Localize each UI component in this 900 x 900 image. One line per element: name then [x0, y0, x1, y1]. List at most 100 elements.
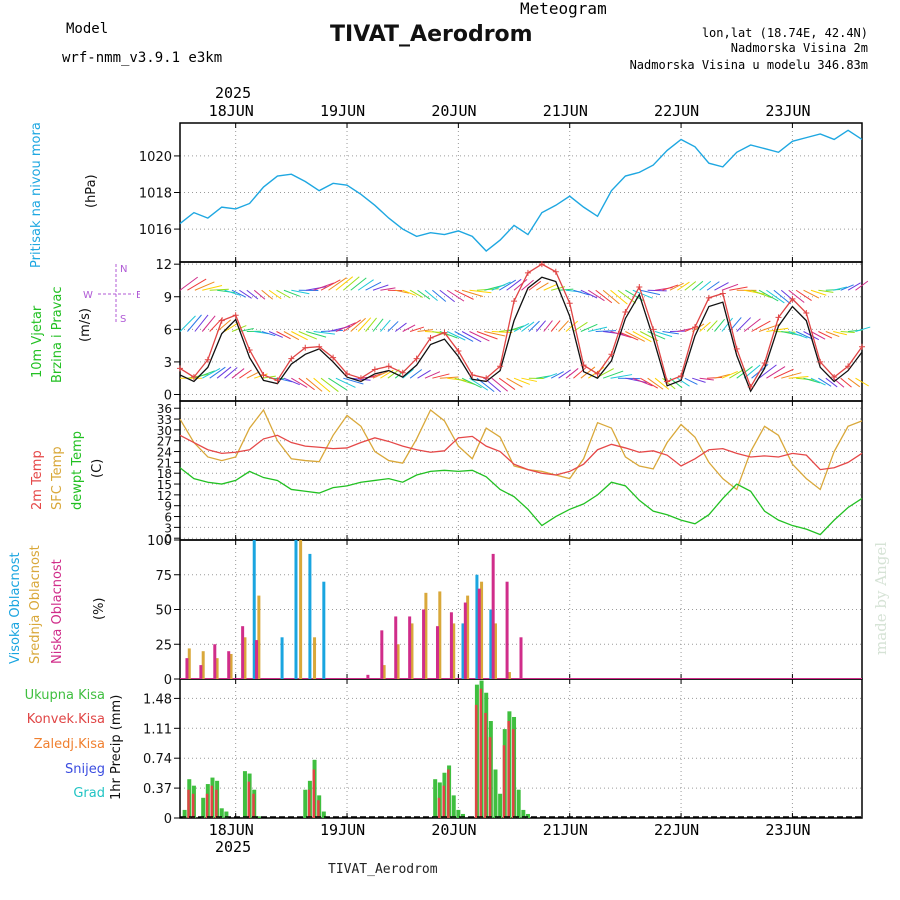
wind-gust-marker — [831, 374, 838, 381]
wind-barb — [202, 367, 221, 379]
cloud-mid-bar — [466, 595, 470, 679]
dir-n: N — [120, 264, 127, 275]
wind-barb — [669, 282, 684, 291]
wind-barb — [491, 377, 509, 392]
wind-barb — [335, 377, 356, 388]
precip-conv-bar — [317, 800, 320, 818]
wind-barb — [558, 288, 574, 291]
cloud-low-bar — [449, 612, 453, 679]
wind-barb — [721, 317, 733, 332]
wind-barb — [506, 377, 523, 388]
cloud-mid-bar — [215, 658, 219, 679]
wind-barb — [224, 322, 239, 332]
wind-barb — [580, 289, 598, 299]
wind-barb — [528, 320, 540, 332]
precip-total-bar — [498, 793, 503, 818]
y-tick-label: 6 — [164, 511, 172, 525]
cloud-low-bar — [505, 581, 509, 679]
wind-barb — [394, 322, 407, 332]
wind-barb — [803, 289, 820, 299]
wind-barb — [268, 289, 282, 300]
wind-gust-marker — [357, 375, 364, 382]
y-tick-label: 18 — [157, 467, 172, 481]
cloud-mid-bar — [257, 595, 261, 679]
wind-gust-marker — [761, 359, 768, 366]
wind-gust-marker — [344, 370, 351, 377]
panel-frame — [179, 400, 863, 541]
wind-barb — [773, 289, 791, 305]
wind-gust-marker — [622, 308, 629, 315]
precip-total-bar — [433, 779, 438, 818]
cloud-mid-bar — [243, 637, 247, 679]
y-tick-label: 100 — [147, 534, 172, 549]
wind-barb — [714, 373, 731, 379]
wind-barb — [677, 281, 690, 291]
lonlat-label: lon,lat (18.74E, 42.4N) — [701, 26, 868, 40]
wind-barb — [818, 331, 833, 339]
wind-barb — [461, 331, 482, 343]
wind-barb — [357, 279, 374, 291]
precip-total-bar — [516, 789, 521, 818]
wind-barb — [305, 377, 323, 392]
wind-barb — [343, 377, 364, 385]
wind-gust-marker — [483, 375, 490, 382]
wind-barb — [751, 320, 771, 332]
wind-barb — [313, 282, 334, 291]
y-tick-label: 15 — [157, 478, 172, 492]
precip-total-bar — [303, 789, 308, 818]
wind-barb — [825, 331, 840, 338]
precip-conv-bar — [479, 688, 483, 818]
precip-total-bar — [493, 769, 498, 818]
wind-barb — [706, 320, 718, 332]
y-tick-label: 1018 — [139, 187, 172, 202]
wind-barb — [306, 331, 327, 338]
wind-barb — [521, 377, 538, 382]
wind-gust-marker — [399, 369, 406, 376]
y-tick-label: 36 — [157, 402, 172, 416]
wind-barb — [692, 377, 706, 383]
wind-barb — [580, 323, 598, 332]
wind-gust-marker — [288, 355, 295, 362]
wind-barb — [714, 318, 726, 332]
wind-barb — [825, 377, 838, 388]
precip-conv-bar — [191, 793, 195, 818]
wind-barb — [632, 331, 652, 343]
day-label-top: 18JUN — [208, 102, 254, 120]
wind-barb — [313, 377, 331, 393]
wind-gust-marker — [552, 268, 559, 275]
wind-barb — [372, 284, 389, 291]
precip-total-bar — [242, 771, 247, 818]
cloud-low-bar — [213, 644, 217, 679]
pressure-line — [179, 129, 863, 252]
year-label-top: 2025 — [215, 84, 252, 102]
wind-barb — [654, 377, 670, 390]
day-label-top: 19JUN — [320, 102, 366, 120]
wind-barb — [224, 367, 238, 379]
precip-conv-bar — [507, 721, 510, 818]
wind-gust-marker — [469, 371, 476, 378]
wind-barb — [810, 377, 826, 386]
cloud-mid-bar — [382, 665, 386, 679]
wind-barb — [202, 285, 223, 291]
wind-barb — [818, 377, 832, 387]
wind-barb — [291, 377, 308, 388]
wind-barb — [543, 373, 558, 379]
wind-gust-marker — [747, 383, 754, 390]
y-tick-label: 24 — [157, 446, 172, 460]
wind-barb — [706, 281, 720, 291]
dewpt-line — [179, 467, 863, 536]
wind-barb — [187, 314, 202, 332]
precip-total-bar — [219, 808, 224, 818]
precip-conv-bar — [210, 785, 213, 818]
wind-gust-marker — [232, 312, 239, 319]
cloud-high-bar — [489, 609, 493, 679]
cloud-low-bar — [255, 640, 259, 679]
wind-barb — [409, 326, 425, 332]
wind-gust-marker — [274, 377, 281, 384]
cloud-low-bar — [435, 626, 439, 679]
wind-gust-marker — [845, 363, 852, 370]
y-tick-label: 3 — [164, 356, 172, 371]
wind-gust-marker — [413, 355, 420, 362]
cloud-mid-bar — [299, 540, 303, 679]
